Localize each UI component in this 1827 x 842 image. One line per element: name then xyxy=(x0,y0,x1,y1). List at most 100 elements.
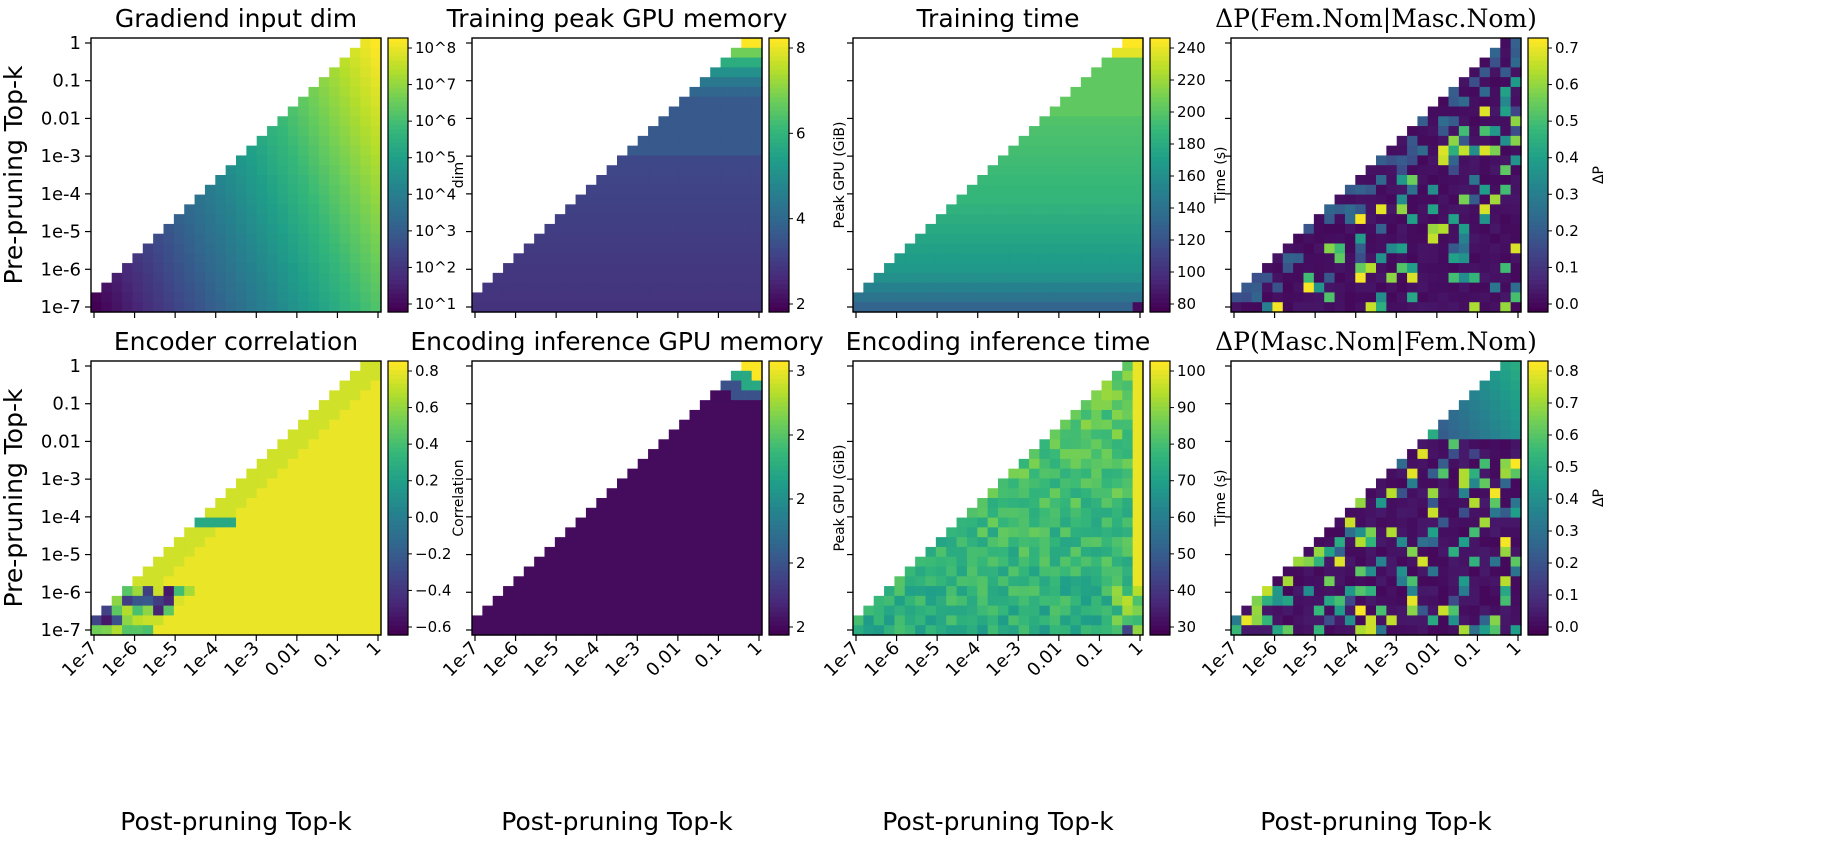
heatmap-cell xyxy=(1500,419,1512,431)
heatmap-cell xyxy=(658,223,670,235)
heatmap-cell xyxy=(1049,243,1061,254)
heatmap-cell xyxy=(987,556,999,568)
heatmap-cell xyxy=(1060,595,1072,607)
colorbar-segment xyxy=(388,429,408,435)
heatmap-cell xyxy=(720,116,732,127)
heatmap-cell xyxy=(1293,566,1305,577)
heatmap-cell xyxy=(627,605,639,617)
colorbar-segment xyxy=(388,88,408,94)
heatmap-cell xyxy=(1407,595,1419,607)
heatmap-cell xyxy=(349,556,361,568)
heatmap-cell xyxy=(1469,625,1481,636)
heatmap-cell xyxy=(1091,302,1103,313)
heatmap-cell xyxy=(648,556,660,568)
heatmap-cell xyxy=(730,595,742,607)
heatmap-cell xyxy=(751,302,763,313)
heatmap-cell xyxy=(287,126,299,137)
heatmap-cell xyxy=(194,566,206,577)
heatmap-cell xyxy=(1122,556,1134,568)
heatmap-cell xyxy=(1101,595,1113,607)
heatmap-cell xyxy=(1407,233,1419,245)
chart-title: ΔP(Fem.Nom|Masc.Nom) xyxy=(1215,4,1537,34)
heatmap-cell xyxy=(648,282,660,294)
heatmap-cell xyxy=(1500,263,1512,274)
heatmap-cell xyxy=(204,576,216,587)
heatmap-cell xyxy=(1070,419,1082,431)
heatmap-cell xyxy=(1396,175,1408,186)
heatmap-cell xyxy=(668,586,680,597)
heatmap-cell xyxy=(1101,605,1113,617)
heatmap-cell xyxy=(1303,605,1315,617)
heatmap-cell xyxy=(699,233,711,245)
heatmap-cell xyxy=(741,135,753,147)
heatmap-cell xyxy=(1049,194,1061,205)
heatmap-cell xyxy=(360,96,372,108)
heatmap-cell xyxy=(1510,361,1522,372)
heatmap-cell xyxy=(1510,586,1522,597)
x-tick-label: 1 xyxy=(1503,638,1526,661)
heatmap-cell xyxy=(1018,145,1030,157)
x-tick-label: 1e-4 xyxy=(180,638,223,681)
heatmap-cell xyxy=(627,145,639,157)
heatmap-cell xyxy=(1132,507,1144,519)
colorbar-segment xyxy=(1528,516,1548,522)
heatmap-cell xyxy=(1111,409,1123,421)
colorbar-segment xyxy=(1150,261,1170,267)
heatmap-cell xyxy=(1376,184,1387,196)
heatmap-cell xyxy=(1376,488,1387,499)
colorbar-segment xyxy=(769,603,789,609)
heatmap-cell xyxy=(925,576,937,587)
heatmap-cell xyxy=(1122,165,1134,176)
heatmap-cell xyxy=(904,576,916,587)
heatmap-cell xyxy=(349,370,361,382)
heatmap-cell xyxy=(596,546,608,558)
heatmap-cell xyxy=(267,263,279,274)
heatmap-cell xyxy=(730,243,742,254)
heatmap-cell xyxy=(256,537,268,548)
heatmap-cell xyxy=(1039,556,1051,568)
heatmap-cell xyxy=(1448,243,1460,254)
heatmap-cell xyxy=(730,106,742,117)
heatmap-cell xyxy=(935,595,947,607)
heatmap-cell xyxy=(741,292,753,303)
heatmap-cell xyxy=(1365,527,1377,538)
heatmap-cell xyxy=(1479,400,1491,411)
heatmap-cell xyxy=(1049,615,1061,626)
heatmap-cell xyxy=(1448,292,1460,303)
heatmap-cell xyxy=(1365,498,1377,509)
heatmap-cell xyxy=(1101,194,1113,205)
heatmap-cell xyxy=(575,625,587,636)
heatmap-cell xyxy=(1355,243,1367,254)
heatmap-cell xyxy=(370,615,382,626)
heatmap-cell xyxy=(184,292,196,303)
heatmap-cell xyxy=(1080,566,1092,577)
heatmap-cell xyxy=(1122,380,1134,391)
heatmap-cell xyxy=(1049,595,1061,607)
heatmap-cell xyxy=(741,546,753,558)
heatmap-cell xyxy=(1122,429,1134,440)
heatmap-cell xyxy=(606,586,618,597)
colorbar-segment xyxy=(1150,498,1170,504)
heatmap-cell xyxy=(349,546,361,558)
colorbar-segment xyxy=(1528,42,1548,48)
heatmap-cell xyxy=(689,625,701,636)
colorbar-segment xyxy=(388,365,408,371)
heatmap-cell xyxy=(1479,615,1491,626)
heatmap-cell xyxy=(1438,233,1450,245)
heatmap-cell xyxy=(1018,498,1030,509)
heatmap-cell xyxy=(1293,576,1305,587)
heatmap-cell xyxy=(1334,263,1346,274)
heatmap-cell xyxy=(256,468,268,480)
heatmap-cell xyxy=(1111,400,1123,411)
heatmap-cell xyxy=(1500,47,1512,59)
heatmap-cell xyxy=(1132,175,1144,186)
heatmap-cell xyxy=(627,243,639,254)
heatmap-cell xyxy=(1303,595,1315,607)
heatmap-cell xyxy=(370,595,382,607)
colorbar-segment xyxy=(769,302,789,309)
heatmap-cell xyxy=(998,595,1009,607)
heatmap-cell xyxy=(554,292,566,303)
heatmap-cell xyxy=(360,38,372,49)
heatmap-cell xyxy=(1386,478,1398,489)
heatmap-cell xyxy=(339,165,351,176)
